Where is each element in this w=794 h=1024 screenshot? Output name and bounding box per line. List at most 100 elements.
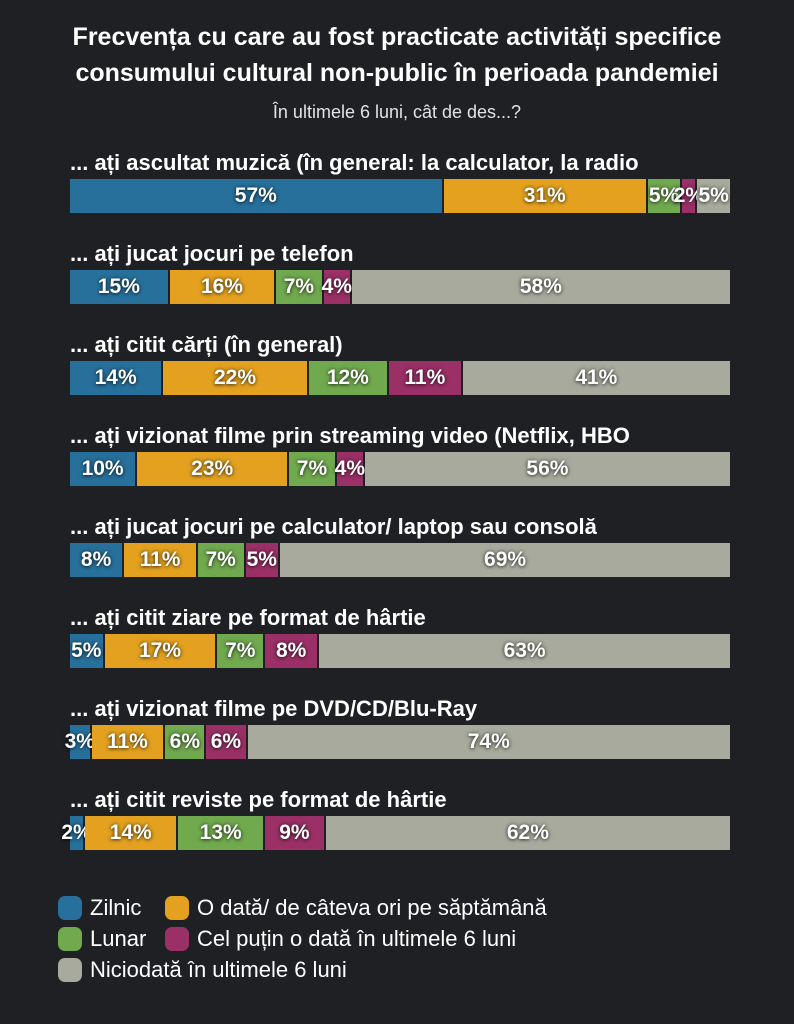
segment-value-label: 12% — [326, 366, 369, 389]
bar-segment: 3% — [65, 725, 95, 759]
segment-value-label: 56% — [526, 457, 569, 480]
row-label: ... ați jucat jocuri pe calculator/ lapt… — [70, 514, 597, 539]
bar-segment: 58% — [351, 270, 730, 304]
bar-segment: 4% — [322, 270, 352, 304]
row-label: ... ați ascultat muzică (în general: la … — [70, 150, 639, 175]
bar-segment: 15% — [70, 270, 168, 304]
segment-value-label: 57% — [234, 184, 277, 207]
bar-segment: 4% — [334, 452, 366, 486]
chart-header: Frecvența cu care au fost practicate act… — [0, 0, 794, 123]
segment-value-label: 6% — [169, 730, 201, 753]
row-label: ... ați jucat jocuri pe telefon — [70, 241, 354, 266]
bar-segment: 13% — [178, 816, 264, 850]
legend-item: Lunar — [58, 926, 165, 952]
segment-value-label: 23% — [191, 457, 234, 480]
stacked-bar: 8% 11% 7% 5% 69% — [70, 543, 730, 577]
legend-row: Niciodată în ultimele 6 luni — [58, 954, 794, 985]
bar-segment: 5% — [70, 634, 103, 668]
segment-value-label: 31% — [523, 184, 566, 207]
bar-segment: 14% — [85, 816, 177, 850]
segment-value-label: 13% — [199, 821, 242, 844]
bar-segment: 16% — [169, 270, 275, 304]
legend-label: Cel puțin o dată în ultimele 6 luni — [197, 925, 517, 951]
segment-value-label: 4% — [334, 457, 366, 480]
legend-item: Zilnic — [58, 895, 165, 921]
segment-value-label: 62% — [506, 821, 549, 844]
segment-value-label: 5% — [698, 184, 729, 207]
legend-item: O dată/ de câteva ori pe săptămână — [165, 895, 547, 921]
segment-value-label: 2% — [61, 821, 92, 844]
segment-value-label: 41% — [575, 366, 618, 389]
segment-value-label: 14% — [109, 821, 152, 844]
bar-segment: 11% — [388, 361, 461, 395]
segment-value-label: 63% — [503, 639, 546, 662]
segment-value-label: 17% — [138, 639, 182, 662]
legend: Zilnic O dată/ de câteva ori pe săptămână… — [58, 892, 794, 985]
bar-segment: 11% — [91, 725, 164, 759]
bar-segment: 2% — [61, 816, 92, 850]
legend-label: Niciodată în ultimele 6 luni — [90, 956, 347, 982]
row-label: ... ați citit ziare pe format de hârtie — [70, 605, 426, 630]
bar-segment: 31% — [443, 179, 646, 213]
bar-segment: 6% — [165, 725, 205, 759]
legend-row: Lunar Cel puțin o dată în ultimele 6 luni — [58, 923, 794, 954]
chart-row: ... ați ascultat muzică (în general: la … — [70, 149, 794, 213]
stacked-bar: 5% 17% 7% 8% 63% — [70, 634, 730, 668]
bar-segment: 11% — [124, 543, 196, 577]
row-label: ... ați citit cărți (în general) — [70, 332, 343, 357]
segment-value-label: 5% — [246, 548, 277, 571]
chart-subtitle: În ultimele 6 luni, cât de des...? — [272, 102, 522, 122]
legend-label: O dată/ de câteva ori pe săptămână — [197, 894, 547, 920]
legend-item: Cel puțin o dată în ultimele 6 luni — [165, 926, 516, 952]
legend-label: Zilnic — [90, 894, 142, 920]
bar-segment: 56% — [364, 452, 730, 486]
segment-value-label: 15% — [97, 275, 140, 298]
stacked-bar: 10% 23% 7% 4% 56% — [70, 452, 730, 486]
chart-row: ... ați vizionat filme pe DVD/CD/Blu-Ray… — [65, 695, 794, 759]
bar-segment: 14% — [70, 361, 162, 395]
chart-row: ... ați citit ziare pe format de hârtie … — [70, 604, 794, 668]
legend-swatch-icon — [58, 895, 82, 920]
legend-label: Lunar — [90, 925, 147, 951]
bar-segment: 69% — [280, 543, 730, 577]
row-label: ... ați citit reviste pe format de hârti… — [70, 787, 447, 812]
bar-segment: 41% — [462, 361, 730, 395]
segment-value-label: 8% — [275, 639, 307, 662]
segment-value-label: 58% — [519, 275, 562, 298]
segment-value-label: 3% — [64, 730, 95, 753]
segment-value-label: 5% — [71, 639, 102, 662]
segment-value-label: 6% — [210, 730, 242, 753]
segment-value-label: 74% — [467, 730, 510, 753]
segment-value-label: 11% — [139, 548, 181, 571]
bar-segment: 8% — [70, 543, 123, 577]
segment-value-label: 7% — [283, 275, 315, 298]
chart-row: ... ați citit cărți (în general) 14% 22% 1… — [70, 331, 794, 395]
legend-row: Zilnic O dată/ de câteva ori pe săptămână — [58, 892, 794, 923]
bar-segment: 74% — [247, 725, 730, 759]
segment-value-label: 7% — [225, 639, 256, 662]
bar-segment: 5% — [245, 543, 279, 577]
segment-value-label: 7% — [205, 548, 236, 571]
bar-segment: 7% — [217, 634, 264, 668]
bar-segment: 7% — [197, 543, 244, 577]
legend-swatch-icon — [58, 926, 82, 951]
bar-segment: 17% — [104, 634, 216, 668]
segment-value-label: 11% — [106, 730, 148, 753]
bar-rows: ... ați ascultat muzică (în general: la … — [61, 149, 794, 850]
segment-value-label: 11% — [404, 366, 446, 389]
chart-row: ... ați jucat jocuri pe telefon 15% 16% 7%… — [70, 240, 794, 304]
bar-segment: 2% — [674, 179, 704, 213]
row-label: ... ați vizionat filme pe DVD/CD/Blu-Ray — [70, 696, 478, 721]
stacked-bar: 2% 14% 13% 9% 62% — [61, 816, 730, 850]
stacked-bar: 57% 31% 5% 2% 5% — [70, 179, 730, 213]
bar-segment: 5% — [647, 179, 681, 213]
bar-segment: 7% — [289, 452, 335, 486]
chart-row: ... ați vizionat filme prin streaming vi… — [70, 422, 794, 486]
bar-segment: 62% — [325, 816, 730, 850]
chart-title: Frecvența cu care au fost practicate act… — [72, 23, 722, 87]
segment-value-label: 22% — [213, 366, 257, 389]
bar-segment: 22% — [163, 361, 307, 395]
segment-value-label: 5% — [648, 184, 680, 207]
legend-swatch-icon — [58, 957, 82, 982]
row-label: ... ați vizionat filme prin streaming vi… — [70, 423, 630, 448]
